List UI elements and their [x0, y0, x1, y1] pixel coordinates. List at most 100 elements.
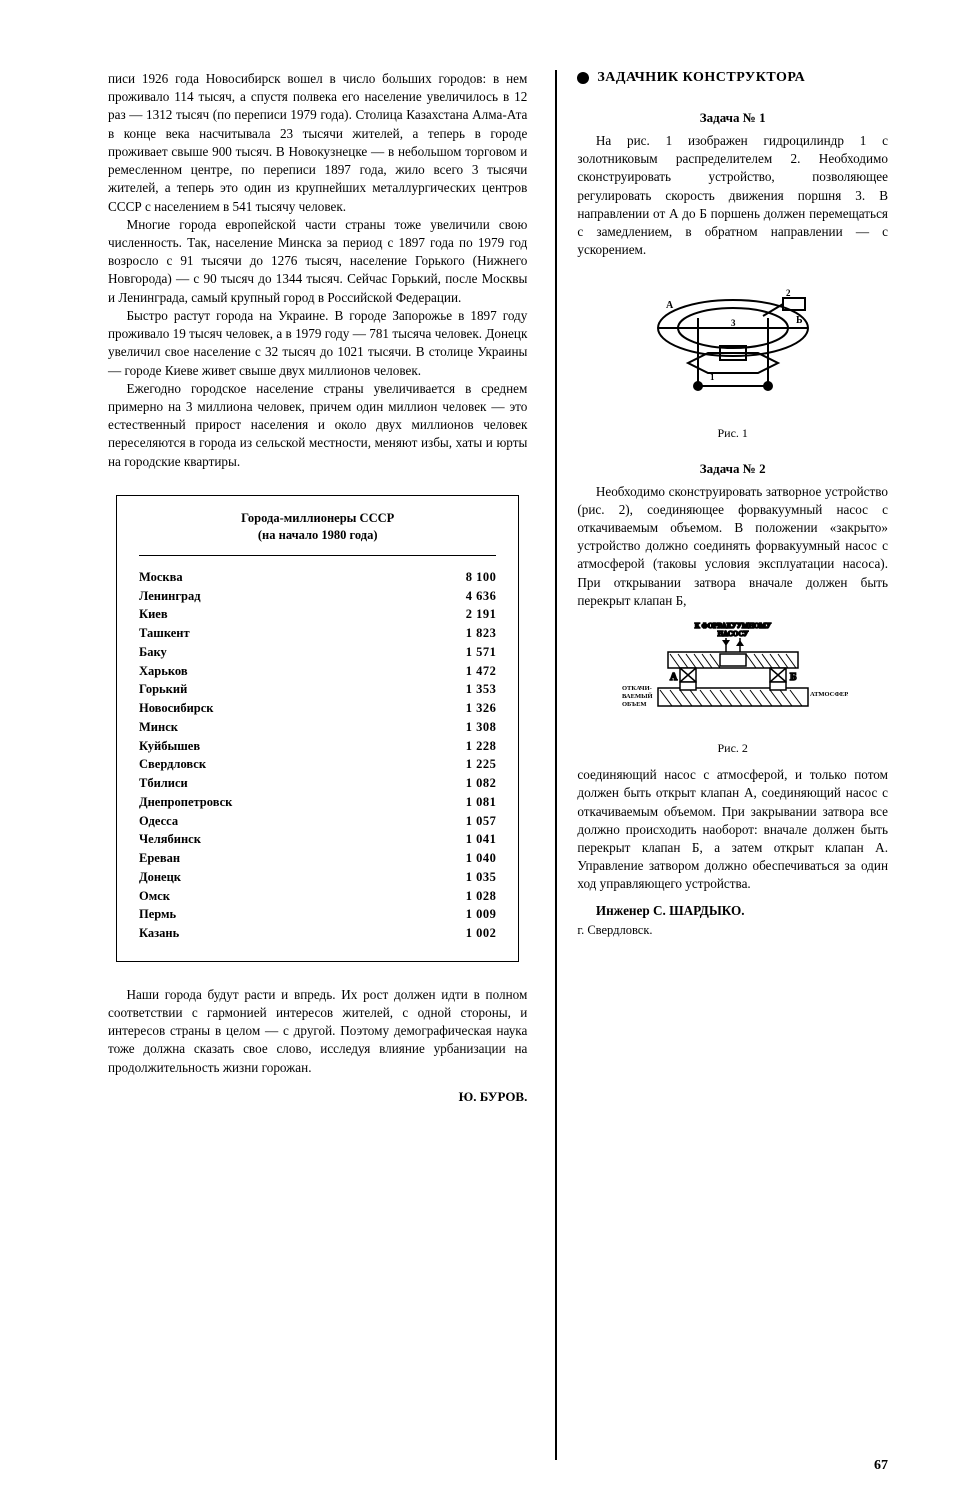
right-author-block: Инженер С. ШАРДЫКО. г. Свердловск. [577, 902, 888, 939]
svg-text:АТМОСФЕРА: АТМОСФЕРА [810, 691, 848, 698]
city-pop: 2 191 [466, 605, 497, 624]
city-name: Киев [139, 605, 168, 624]
table-row: Днепропетровск 1 081 [139, 793, 496, 812]
svg-text:2: 2 [786, 288, 791, 298]
city-name: Куйбышев [139, 737, 200, 756]
figure-2-svg: К ФОРВАКУУМНОМУ НАСОСУ [618, 618, 848, 733]
city-name: Минск [139, 718, 178, 737]
city-pop: 1 353 [466, 680, 497, 699]
city-pop: 1 228 [466, 737, 497, 756]
left-column: писи 1926 года Новосибирск вошел в число… [108, 70, 527, 1460]
city-pop: 1 571 [466, 643, 497, 662]
left-author: Ю. БУРОВ. [108, 1089, 527, 1105]
bullet-icon [577, 72, 589, 84]
city-pop: 1 308 [466, 718, 497, 737]
task2-text1: Необходимо сконструировать затворное уст… [577, 483, 888, 611]
closing-para-wrap: Наши города будут расти и впредь. Их рос… [108, 986, 527, 1077]
city-name: Горький [139, 680, 187, 699]
section-title: ЗАДАЧНИК КОНСТРУКТОРА [577, 70, 888, 86]
table-row: Баку 1 571 [139, 643, 496, 662]
city-pop: 1 041 [466, 830, 497, 849]
table-row: Горький 1 353 [139, 680, 496, 699]
svg-text:ВАЕМЫЙ: ВАЕМЫЙ [622, 692, 653, 700]
svg-text:ОТКАЧИ-: ОТКАЧИ- [622, 685, 652, 692]
page-number: 67 [874, 1458, 888, 1474]
task1-body: На рис. 1 изображен гидроцилиндр 1 с зол… [577, 132, 888, 260]
article-body: писи 1926 года Новосибирск вошел в число… [108, 70, 527, 471]
city-pop: 4 636 [466, 587, 497, 606]
city-name: Днепропетровск [139, 793, 232, 812]
right-column: ЗАДАЧНИК КОНСТРУКТОРА Задача № 1 На рис.… [555, 70, 888, 1460]
table-title-line1: Города-миллионеры СССР [241, 511, 394, 525]
city-name: Москва [139, 568, 183, 587]
table-row: Челябинск 1 041 [139, 830, 496, 849]
city-pop: 1 082 [466, 774, 497, 793]
city-pop: 1 028 [466, 887, 497, 906]
cities-table: Города-миллионеры СССР (на начало 1980 г… [116, 495, 519, 962]
fig2-top-label: К ФОРВАКУУМНОМУ [694, 622, 770, 630]
para-4: Ежегодно городское население страны увел… [108, 380, 527, 471]
city-pop: 1 823 [466, 624, 497, 643]
table-row: Донецк 1 035 [139, 868, 496, 887]
svg-text:Б: Б [796, 315, 803, 326]
para-3: Быстро растут города на Украине. В город… [108, 307, 527, 380]
city-name: Пермь [139, 905, 176, 924]
city-pop: 1 035 [466, 868, 497, 887]
task2-body-1: Необходимо сконструировать затворное уст… [577, 483, 888, 611]
svg-text:3: 3 [731, 318, 736, 328]
svg-text:НАСОСУ: НАСОСУ [717, 630, 748, 638]
table-row: Минск 1 308 [139, 718, 496, 737]
figure-1: А Б 3 2 1 [577, 268, 888, 418]
fig2-caption: Рис. 2 [577, 741, 888, 756]
city-name: Ташкент [139, 624, 190, 643]
city-name: Тбилиси [139, 774, 188, 793]
table-row: Куйбышев 1 228 [139, 737, 496, 756]
city-name: Баку [139, 643, 167, 662]
para-1: писи 1926 года Новосибирск вошел в число… [108, 70, 527, 216]
task1-title: Задача № 1 [577, 110, 888, 126]
right-author-name: Инженер С. ШАРДЫКО. [577, 902, 888, 920]
table-row: Москва8 100 [139, 568, 496, 587]
city-name: Ереван [139, 849, 180, 868]
city-pop: 1 326 [466, 699, 497, 718]
task1-text: На рис. 1 изображен гидроцилиндр 1 с зол… [577, 132, 888, 260]
city-pop: 1 057 [466, 812, 497, 831]
table-row: Казань 1 002 [139, 924, 496, 943]
task2-text2: соединяющий насос с атмосферой, и только… [577, 766, 888, 894]
city-name: Свердловск [139, 755, 206, 774]
svg-text:А: А [666, 300, 674, 311]
svg-text:Б: Б [790, 672, 797, 683]
city-pop: 1 081 [466, 793, 497, 812]
city-name: Донецк [139, 868, 181, 887]
city-name: Харьков [139, 662, 188, 681]
city-name: Казань [139, 924, 179, 943]
city-name: Челябинск [139, 830, 201, 849]
task2-title: Задача № 2 [577, 461, 888, 477]
closing-para: Наши города будут расти и впредь. Их рос… [108, 986, 527, 1077]
table-row: Одесса 1 057 [139, 812, 496, 831]
table-title: Города-миллионеры СССР (на начало 1980 г… [139, 510, 496, 556]
table-rows: Москва8 100Ленинград4 636Киев2 191Ташкен… [139, 568, 496, 943]
table-row: Ереван 1 040 [139, 849, 496, 868]
city-name: Ленинград [139, 587, 201, 606]
city-pop: 1 472 [466, 662, 497, 681]
svg-text:1: 1 [710, 372, 715, 382]
city-name: Одесса [139, 812, 178, 831]
table-row: Киев 2 191 [139, 605, 496, 624]
table-row: Харьков 1 472 [139, 662, 496, 681]
table-row: Свердловск 1 225 [139, 755, 496, 774]
figure-1-svg: А Б 3 2 1 [638, 268, 828, 418]
city-name: Омск [139, 887, 170, 906]
table-title-line2: (на начало 1980 года) [258, 528, 378, 542]
svg-text:А: А [670, 672, 678, 683]
table-row: Пермь 1 009 [139, 905, 496, 924]
table-row: Ташкент 1 823 [139, 624, 496, 643]
table-row: Ленинград 4 636 [139, 587, 496, 606]
city-pop: 1 040 [466, 849, 497, 868]
svg-text:ОБЪЕМ: ОБЪЕМ [622, 701, 647, 708]
city-pop: 1 225 [466, 755, 497, 774]
para-2: Многие города европейской части страны т… [108, 216, 527, 307]
city-pop: 1 002 [466, 924, 497, 943]
city-name: Новосибирск [139, 699, 213, 718]
city-pop: 1 009 [466, 905, 497, 924]
